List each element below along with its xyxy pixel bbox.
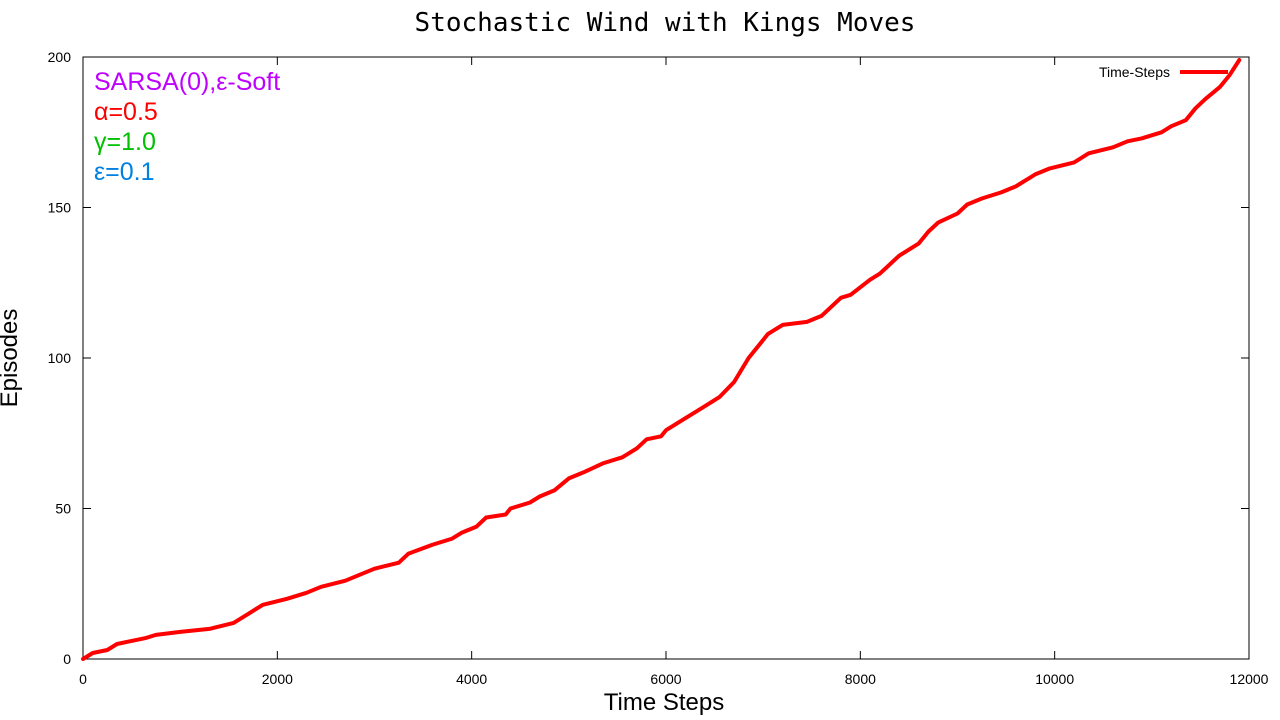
y-tick-label: 200 xyxy=(48,49,72,65)
x-tick-label: 8000 xyxy=(845,671,876,687)
legend: Time-Steps xyxy=(1099,64,1228,80)
x-tick-label: 2000 xyxy=(262,671,293,687)
annotation-gamma: γ=1.0 xyxy=(94,128,156,156)
axis-ticks: 0 2000 4000 6000 8000 10000 12000 0 50 100 150 200 xyxy=(48,49,1269,687)
y-tick-label: 150 xyxy=(48,200,72,216)
chart-title: Stochastic Wind with Kings Moves xyxy=(415,8,916,38)
annotation-algorithm: SARSA(0),ε-Soft xyxy=(94,68,280,96)
parameter-annotations: SARSA(0),ε-Soft α=0.5 γ=1.0 ε=0.1 xyxy=(94,68,280,186)
annotation-alpha: α=0.5 xyxy=(94,98,158,126)
series-layer xyxy=(81,58,1242,661)
annotation-epsilon: ε=0.1 xyxy=(94,158,155,186)
x-axis-label: Time Steps xyxy=(604,689,724,716)
y-tick-label: 50 xyxy=(55,501,71,517)
x-tick-label: 0 xyxy=(79,671,87,687)
x-tick-label: 12000 xyxy=(1230,671,1269,687)
y-axis-label: Episodes xyxy=(0,309,23,408)
x-tick-label: 10000 xyxy=(1035,671,1074,687)
x-tick-label: 4000 xyxy=(456,671,487,687)
legend-label: Time-Steps xyxy=(1099,64,1170,80)
y-tick-label: 100 xyxy=(48,350,72,366)
series-line-time-steps xyxy=(81,58,1242,661)
y-tick-label: 0 xyxy=(63,651,71,667)
x-tick-label: 6000 xyxy=(650,671,681,687)
